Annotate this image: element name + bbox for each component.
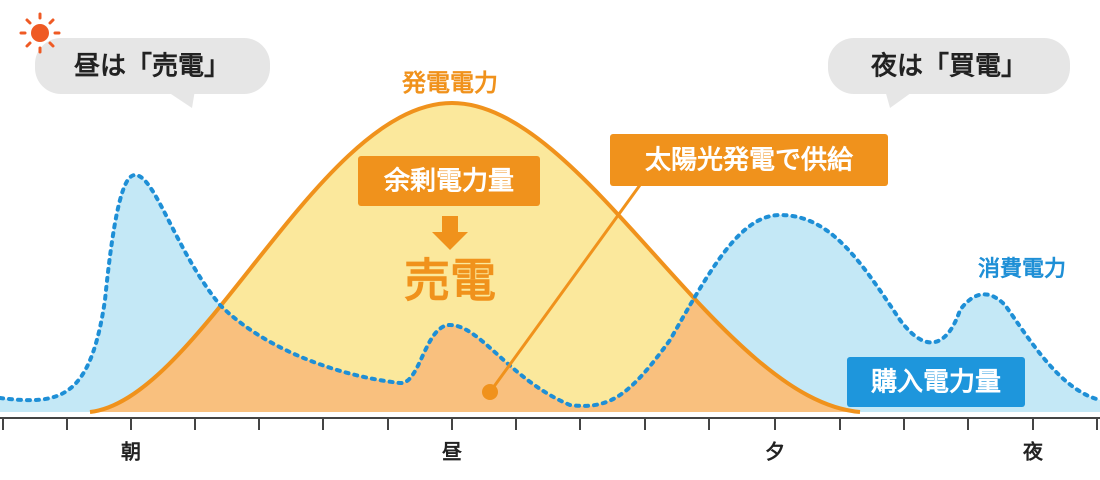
- day-bubble: 昼は「売電」: [35, 38, 270, 108]
- bubble-text: 昼は「売電」: [74, 51, 230, 82]
- purchase-box: [847, 357, 1025, 407]
- pointer-dot: [482, 384, 498, 400]
- axis-label: 夜: [1022, 440, 1044, 464]
- solar-label: 太陽光発電で供給: [645, 145, 854, 176]
- axis-label: 朝: [121, 440, 141, 464]
- axis-label: 夕: [765, 440, 785, 464]
- generation-label: 発電電力: [401, 69, 498, 97]
- pointer-line: [488, 184, 642, 393]
- purchase-label: 購入電力量: [871, 368, 1001, 398]
- bubble-text: 夜は「買電」: [870, 51, 1027, 82]
- sun-icon: [19, 12, 61, 54]
- down-arrow: [432, 216, 468, 250]
- generation-curve: [89, 100, 861, 414]
- consumption-curve: [0, 172, 1100, 408]
- time-axis: [0, 417, 1100, 430]
- sell-label: 売電: [404, 254, 496, 308]
- solar-box: [610, 134, 888, 186]
- surplus-label: 余剰電力量: [383, 166, 514, 197]
- night-bubble: 夜は「買電」: [828, 38, 1070, 108]
- consumption-label: 消費電力: [978, 257, 1066, 282]
- axis-label: 昼: [442, 440, 462, 464]
- generation-area: [90, 103, 860, 412]
- surplus-box: [358, 156, 540, 206]
